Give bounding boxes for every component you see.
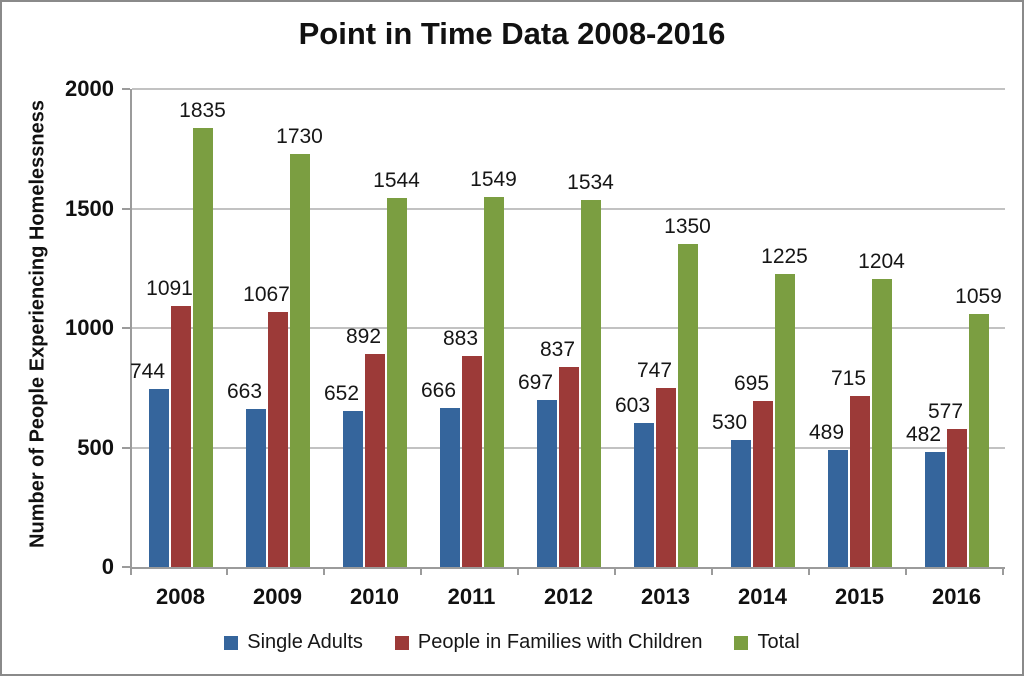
data-label-single-adults-2016: 482 — [905, 422, 942, 446]
x-axis-tick — [517, 567, 519, 575]
legend-swatch-single-adults — [224, 635, 239, 650]
gridline-2000 — [132, 88, 1005, 90]
bar-people-in-families-with-children-2016 — [946, 429, 967, 567]
data-label-total-2013: 1350 — [664, 215, 711, 239]
data-label-people-in-families-with-children-2011: 883 — [442, 326, 479, 350]
legend-item-single-adults: Single Adults — [224, 631, 363, 654]
data-label-total-2012: 1534 — [567, 171, 614, 195]
bar-people-in-families-with-children-2013 — [655, 388, 676, 567]
bar-people-in-families-with-children-2015 — [849, 396, 870, 567]
y-axis-tick — [122, 566, 130, 568]
bar-single-adults-2015 — [827, 450, 848, 567]
bar-total-2008 — [192, 128, 213, 567]
bar-total-2015 — [871, 279, 892, 567]
x-category-label-2016: 2016 — [932, 584, 981, 609]
y-axis-tick — [122, 207, 130, 210]
data-label-single-adults-2009: 663 — [226, 379, 263, 403]
y-axis-tick — [122, 88, 130, 90]
bar-total-2016 — [968, 313, 989, 567]
legend: Single Adults People in Families with Chi… — [2, 631, 1022, 654]
legend-item-people-in-families-with-children: People in Families with Children — [394, 631, 703, 654]
bar-people-in-families-with-children-2008 — [170, 306, 191, 567]
bar-people-in-families-with-children-2010 — [364, 353, 385, 567]
data-label-people-in-families-with-children-2016: 577 — [927, 400, 964, 424]
data-label-total-2011: 1549 — [470, 167, 517, 191]
data-label-total-2015: 1204 — [858, 250, 905, 274]
bar-single-adults-2014 — [730, 440, 751, 567]
x-axis-tick — [711, 567, 713, 575]
y-tick-label: 1500 — [65, 195, 114, 221]
y-tick-label: 0 — [101, 554, 114, 579]
x-axis-tick — [420, 567, 422, 575]
plot-area: 744 1091 1835 663 1067 1730 652 892 1544 666 883 15… — [129, 88, 1005, 569]
x-category-label-2014: 2014 — [738, 584, 787, 609]
bar-people-in-families-with-children-2009 — [267, 312, 288, 567]
bar-single-adults-2011 — [439, 407, 460, 567]
bar-people-in-families-with-children-2014 — [752, 400, 773, 567]
bar-single-adults-2012 — [536, 400, 557, 567]
bar-total-2013 — [677, 244, 698, 567]
bar-total-2009 — [289, 153, 310, 567]
data-label-total-2009: 1730 — [276, 124, 323, 148]
x-category-label-2013: 2013 — [641, 584, 690, 609]
bar-total-2010 — [386, 197, 407, 567]
y-tick-label: 500 — [77, 434, 114, 460]
data-label-total-2008: 1835 — [179, 99, 226, 123]
data-label-people-in-families-with-children-2009: 1067 — [243, 283, 290, 306]
gridline-1000 — [132, 327, 1005, 329]
bar-single-adults-2013 — [633, 422, 654, 567]
bar-single-adults-2010 — [342, 411, 363, 567]
chart-title: Point in Time Data 2008-2016 — [298, 16, 726, 51]
x-category-label-2008: 2008 — [156, 584, 205, 609]
data-label-single-adults-2010: 652 — [323, 382, 360, 406]
data-label-single-adults-2015: 489 — [808, 421, 845, 445]
bar-total-2012 — [580, 200, 601, 567]
x-category-label-2009: 2009 — [253, 584, 302, 609]
data-label-single-adults-2014: 530 — [711, 411, 748, 435]
x-axis-tick — [1002, 567, 1004, 575]
legend-label-single-adults: Single Adults — [247, 631, 363, 653]
data-label-people-in-families-with-children-2010: 892 — [345, 324, 382, 348]
legend-swatch-total — [734, 635, 749, 650]
x-category-label-2015: 2015 — [835, 584, 884, 609]
data-label-single-adults-2011: 666 — [420, 378, 457, 402]
legend-swatch-people-in-families-with-children — [394, 635, 409, 650]
x-axis-tick — [323, 567, 325, 575]
x-axis-tick — [226, 567, 228, 575]
y-axis-tick — [122, 327, 130, 329]
bar-people-in-families-with-children-2011 — [461, 355, 482, 567]
bar-total-2011 — [483, 196, 504, 567]
data-label-people-in-families-with-children-2013: 747 — [636, 359, 673, 383]
bar-single-adults-2016 — [924, 451, 945, 567]
x-category-label-2010: 2010 — [350, 584, 399, 609]
data-label-single-adults-2013: 603 — [614, 393, 651, 417]
x-axis-tick — [130, 567, 132, 575]
y-tick-label: 1000 — [65, 315, 114, 340]
bar-single-adults-2009 — [245, 408, 266, 567]
legend-label-total: Total — [757, 631, 800, 653]
bar-single-adults-2008 — [148, 389, 169, 567]
data-label-people-in-families-with-children-2012: 837 — [539, 337, 576, 361]
legend-label-people-in-families-with-children: People in Families with Children — [417, 631, 703, 653]
data-label-single-adults-2008: 744 — [129, 360, 166, 384]
x-axis-tick — [905, 567, 907, 575]
data-label-single-adults-2012: 697 — [517, 371, 554, 395]
y-tick-label: 2000 — [65, 76, 114, 101]
gridline-1500 — [132, 207, 1005, 210]
legend-item-total: Total — [734, 631, 800, 654]
data-label-people-in-families-with-children-2008: 1091 — [146, 277, 193, 301]
x-category-label-2012: 2012 — [544, 584, 593, 609]
bar-people-in-families-with-children-2012 — [558, 366, 579, 567]
data-label-people-in-families-with-children-2014: 695 — [733, 371, 770, 395]
y-axis-tick — [122, 446, 130, 449]
data-label-people-in-families-with-children-2015: 715 — [830, 367, 867, 391]
data-label-total-2014: 1225 — [761, 245, 808, 269]
x-axis-tick — [614, 567, 616, 575]
bar-total-2014 — [774, 274, 795, 567]
x-axis-tick — [808, 567, 810, 575]
data-label-total-2010: 1544 — [373, 168, 420, 192]
data-label-total-2016: 1059 — [955, 284, 1002, 308]
x-category-label-2011: 2011 — [447, 584, 496, 609]
